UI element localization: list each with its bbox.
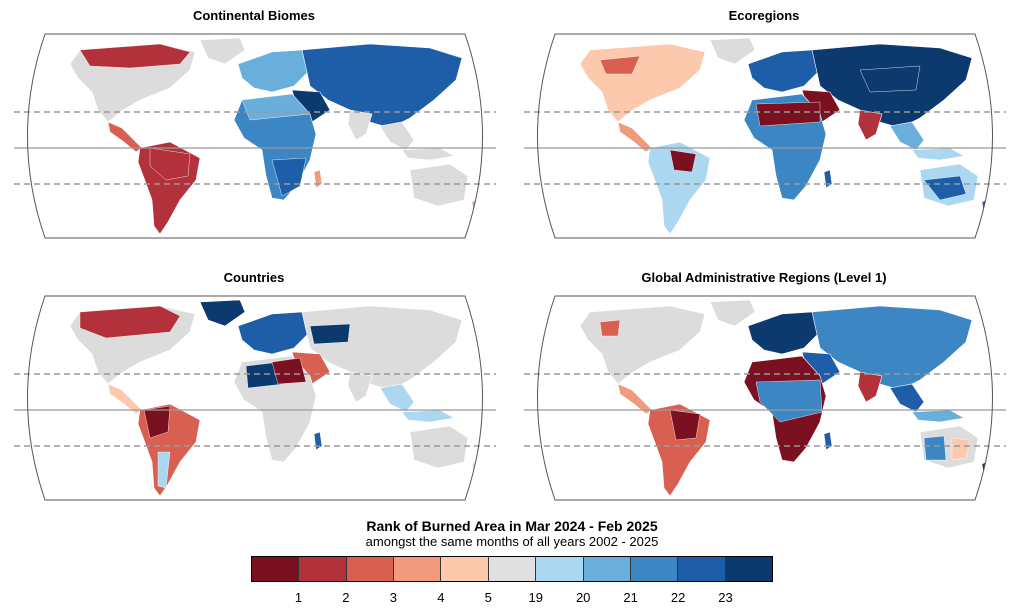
- region-greenland: [199, 37, 246, 65]
- panel-title-ecoregions: Ecoregions: [728, 8, 800, 23]
- colorbar-tick-label: 5: [484, 590, 492, 605]
- region-camerica: [617, 383, 653, 415]
- colorbar-swatch: [678, 557, 726, 581]
- map-ecoregions: [524, 33, 1006, 239]
- map-frame: [537, 33, 993, 239]
- subregion-patch: [157, 451, 171, 489]
- region-seasia: [379, 383, 415, 413]
- colorbar-swatch: [488, 557, 537, 581]
- colorbar-swatch: [346, 557, 395, 581]
- legend-subtitle: amongst the same months of all years 200…: [365, 534, 659, 549]
- region-madagascar: [823, 431, 833, 451]
- region-australia: [409, 425, 469, 469]
- region-indonesia: [401, 409, 455, 423]
- region-asia: [811, 305, 973, 391]
- region-madagascar: [313, 431, 323, 451]
- region-indonesia: [911, 147, 965, 161]
- colorbar-swatch: [252, 557, 300, 581]
- subregion-patch: [79, 43, 191, 69]
- region-seasia: [889, 121, 925, 151]
- region-madagascar: [823, 169, 833, 189]
- subregion-patch: [669, 409, 701, 441]
- region-camerica: [107, 383, 143, 415]
- subregion-patch: [79, 305, 181, 339]
- region-nz: [981, 197, 993, 217]
- map-frame: [27, 295, 483, 501]
- colorbar-tick-label: 4: [437, 590, 445, 605]
- region-namerica: [579, 43, 706, 123]
- region-india: [347, 109, 373, 141]
- region-india: [857, 371, 883, 403]
- region-europe: [237, 311, 311, 355]
- map-admin-regions: [524, 295, 1006, 501]
- subregion-patch: [309, 323, 351, 345]
- region-indonesia: [401, 147, 455, 161]
- region-nz: [981, 459, 993, 479]
- colorbar-tick-label: 21: [623, 590, 638, 605]
- colorbar-tick-label: 23: [718, 590, 733, 605]
- subregion-patch: [755, 379, 823, 423]
- subregion-patch: [143, 405, 171, 439]
- colorbar-swatch: [583, 557, 631, 581]
- region-greenland: [199, 299, 246, 327]
- panel-title-continental-biomes: Continental Biomes: [192, 8, 316, 23]
- region-nz: [471, 459, 483, 479]
- region-europe: [747, 311, 821, 355]
- colorbar-tick-label: 20: [575, 590, 591, 605]
- region-india: [857, 109, 883, 141]
- colorbar-tick-label: 1: [294, 590, 303, 605]
- region-camerica: [617, 121, 653, 153]
- region-europe: [237, 49, 311, 93]
- colorbar: [251, 556, 773, 582]
- region-australia: [409, 163, 469, 207]
- map-continental-biomes: [14, 33, 496, 239]
- colorbar-tick-label: 2: [342, 590, 350, 605]
- subregion-patch: [669, 149, 697, 173]
- colorbar-swatch: [299, 557, 347, 581]
- colorbar-swatch: [630, 557, 679, 581]
- colorbar-swatch: [536, 557, 584, 581]
- colorbar-tick-label: 22: [670, 590, 686, 605]
- region-camerica: [107, 121, 143, 153]
- colorbar-swatch: [441, 557, 489, 581]
- region-asia: [301, 43, 463, 129]
- colorbar-tick-label: 3: [389, 590, 397, 605]
- subregion-patch: [859, 65, 921, 93]
- region-samerica: [647, 141, 711, 235]
- map-frame: [537, 295, 993, 501]
- colorbar-swatch: [725, 557, 772, 581]
- region-namerica: [579, 305, 706, 385]
- region-indonesia: [911, 409, 965, 423]
- colorbar-swatch: [394, 557, 442, 581]
- panel-title-countries: Countries: [223, 270, 285, 285]
- region-seasia: [889, 383, 925, 413]
- subregion-patch: [951, 437, 971, 461]
- subregion-patch: [923, 175, 967, 201]
- subregion-patch: [755, 101, 821, 127]
- subregion-patch: [241, 93, 311, 121]
- region-india: [347, 371, 373, 403]
- subregion-patch: [149, 147, 191, 181]
- region-greenland: [709, 299, 756, 327]
- region-greenland: [709, 37, 756, 65]
- colorbar-tick-label: 19: [528, 590, 543, 605]
- region-seasia: [379, 121, 415, 151]
- region-nz: [471, 197, 483, 217]
- legend-title: Rank of Burned Area in Mar 2024 - Feb 20…: [366, 518, 658, 534]
- region-asia: [301, 305, 463, 391]
- region-madagascar: [313, 169, 323, 189]
- subregion-patch: [599, 319, 621, 337]
- panel-title-admin-regions: Global Administrative Regions (Level 1): [641, 270, 887, 285]
- subregion-patch: [923, 435, 947, 461]
- map-countries: [14, 295, 496, 501]
- map-frame: [27, 33, 483, 239]
- region-europe: [747, 49, 821, 93]
- subregion-patch: [599, 55, 641, 75]
- subregion-patch: [271, 357, 307, 385]
